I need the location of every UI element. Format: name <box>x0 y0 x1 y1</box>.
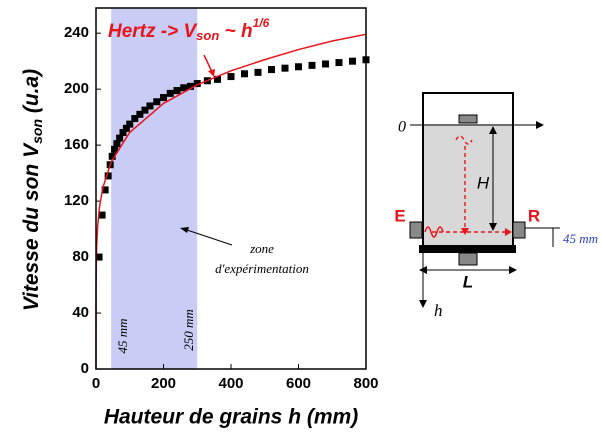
data-point <box>113 140 121 148</box>
emitter-label: E <box>394 206 405 225</box>
annotation-text: ~ h <box>219 21 252 42</box>
data-point <box>119 129 127 137</box>
region-label: 45 mm <box>115 318 130 353</box>
y-label-text: Vitesse du son V <box>20 142 43 311</box>
data-point <box>166 89 174 97</box>
data-point <box>136 110 144 118</box>
data-point <box>104 172 112 180</box>
x-tick-label: 0 <box>92 375 100 392</box>
origin-label: 0 <box>398 119 406 136</box>
data-point <box>308 61 316 69</box>
y-label-sub: son <box>29 119 45 144</box>
zone-label: d'expérimentation <box>215 261 309 276</box>
arrow-head <box>536 121 544 129</box>
wave-path <box>432 135 508 233</box>
plot-frame <box>95 7 367 370</box>
data-point <box>214 75 221 83</box>
data-point <box>126 120 134 128</box>
arrow-head <box>419 300 427 308</box>
chart: 0 200 400 600 800 0 40 80 120 160 200 240 <box>64 7 379 392</box>
y-tick-label: 240 <box>64 24 89 41</box>
x-axis-label: Hauteur de grains h (mm) <box>104 406 358 429</box>
data-point <box>108 152 116 160</box>
y-tick-label: 200 <box>64 80 89 97</box>
emitter-sensor <box>409 221 423 239</box>
annotation-sup: 1/6 <box>253 16 270 30</box>
x-tick-label: 200 <box>151 375 176 392</box>
y-tick-label: 80 <box>72 248 89 265</box>
data-point <box>268 66 275 74</box>
offset-label: 45 mm <box>563 231 598 246</box>
data-point <box>227 73 235 81</box>
y-axis-label: Vitesse du son Vson (u.a) <box>20 69 45 311</box>
x-tick-label: 600 <box>286 375 311 392</box>
data-point <box>173 87 181 95</box>
data-point <box>187 82 194 90</box>
data-point <box>98 211 106 219</box>
width-label: L <box>463 272 473 291</box>
arrow-head <box>461 228 512 236</box>
x-tick-label: 400 <box>218 375 243 392</box>
annotation-text: Hertz -> V <box>108 21 197 42</box>
data-point <box>122 124 130 132</box>
bottom-plate <box>419 245 516 253</box>
arrow-head <box>180 227 189 233</box>
receiver-sensor <box>512 221 526 239</box>
data-point <box>254 68 262 76</box>
data-point <box>281 64 289 72</box>
data-point <box>131 115 139 123</box>
data-point <box>295 63 302 71</box>
y-tick-label: 0 <box>81 360 89 377</box>
data-point <box>146 102 154 110</box>
shaded-region <box>111 8 198 369</box>
height-label: H <box>477 173 490 192</box>
arrow-head <box>208 69 215 77</box>
top-cap <box>458 114 478 124</box>
receiver-label: R <box>528 206 540 225</box>
data-point <box>153 98 161 106</box>
wave <box>424 226 444 238</box>
data-point <box>180 84 188 92</box>
data-point <box>111 145 119 153</box>
diagram: 0 H E R 45 mm L h <box>394 92 598 320</box>
data-point <box>349 57 356 65</box>
data-point <box>116 134 124 142</box>
data-point <box>335 59 343 67</box>
data-point <box>193 80 201 88</box>
annotation-sub: son <box>196 28 219 43</box>
data-point <box>141 106 149 114</box>
y-tick-label: 120 <box>64 192 89 209</box>
region-label: 250 mm <box>181 309 196 351</box>
data-point <box>322 60 329 68</box>
data-point <box>160 94 167 102</box>
x-tick-label: 800 <box>353 375 378 392</box>
zone-label: zone <box>249 241 274 256</box>
depth-label: h <box>434 301 443 320</box>
hertz-annotation: Hertz -> Vson ~ h1/6 <box>108 16 270 43</box>
y-tick-label: 40 <box>72 304 89 321</box>
zone-arrow <box>183 228 233 246</box>
bottom-cap <box>458 252 478 266</box>
y-tick-label: 160 <box>64 136 89 153</box>
y-label-text: (u.a) <box>20 69 43 119</box>
data-point <box>101 186 109 194</box>
data-point <box>241 70 248 78</box>
data-point <box>95 253 103 261</box>
